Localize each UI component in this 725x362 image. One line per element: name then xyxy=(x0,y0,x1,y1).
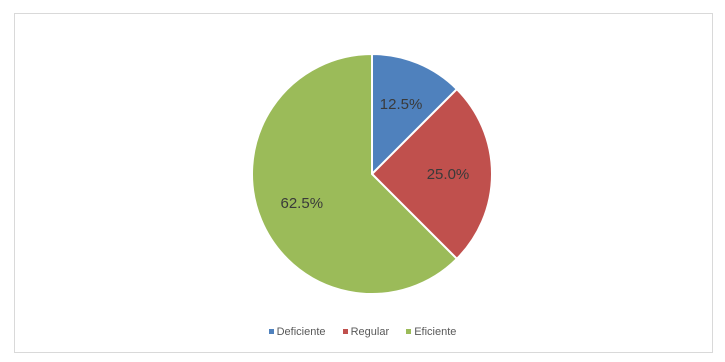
data-label-eficiente: 62.5% xyxy=(281,195,324,212)
legend-item-eficiente: Eficiente xyxy=(406,326,456,338)
legend-label-eficiente: Eficiente xyxy=(414,325,457,338)
legend-item-deficiente: Deficiente xyxy=(268,325,326,338)
legend-label-regular: Regular xyxy=(350,325,390,338)
pie-slice-regular xyxy=(370,87,493,261)
pie-slice-eficiente xyxy=(251,52,459,295)
legend: Deficiente Regular Eficiente xyxy=(0,325,725,338)
legend-label-deficiente: Deficiente xyxy=(276,325,326,338)
pie-slice-deficiente xyxy=(371,52,459,177)
legend-swatch-deficiente xyxy=(268,329,274,334)
legend-swatch-eficiente xyxy=(406,329,412,334)
legend-swatch-regular xyxy=(342,329,348,334)
legend-item-regular: Regular xyxy=(342,325,390,338)
data-label-regular: 25.0% xyxy=(427,166,470,183)
data-label-deficiente: 12.5% xyxy=(380,96,423,113)
